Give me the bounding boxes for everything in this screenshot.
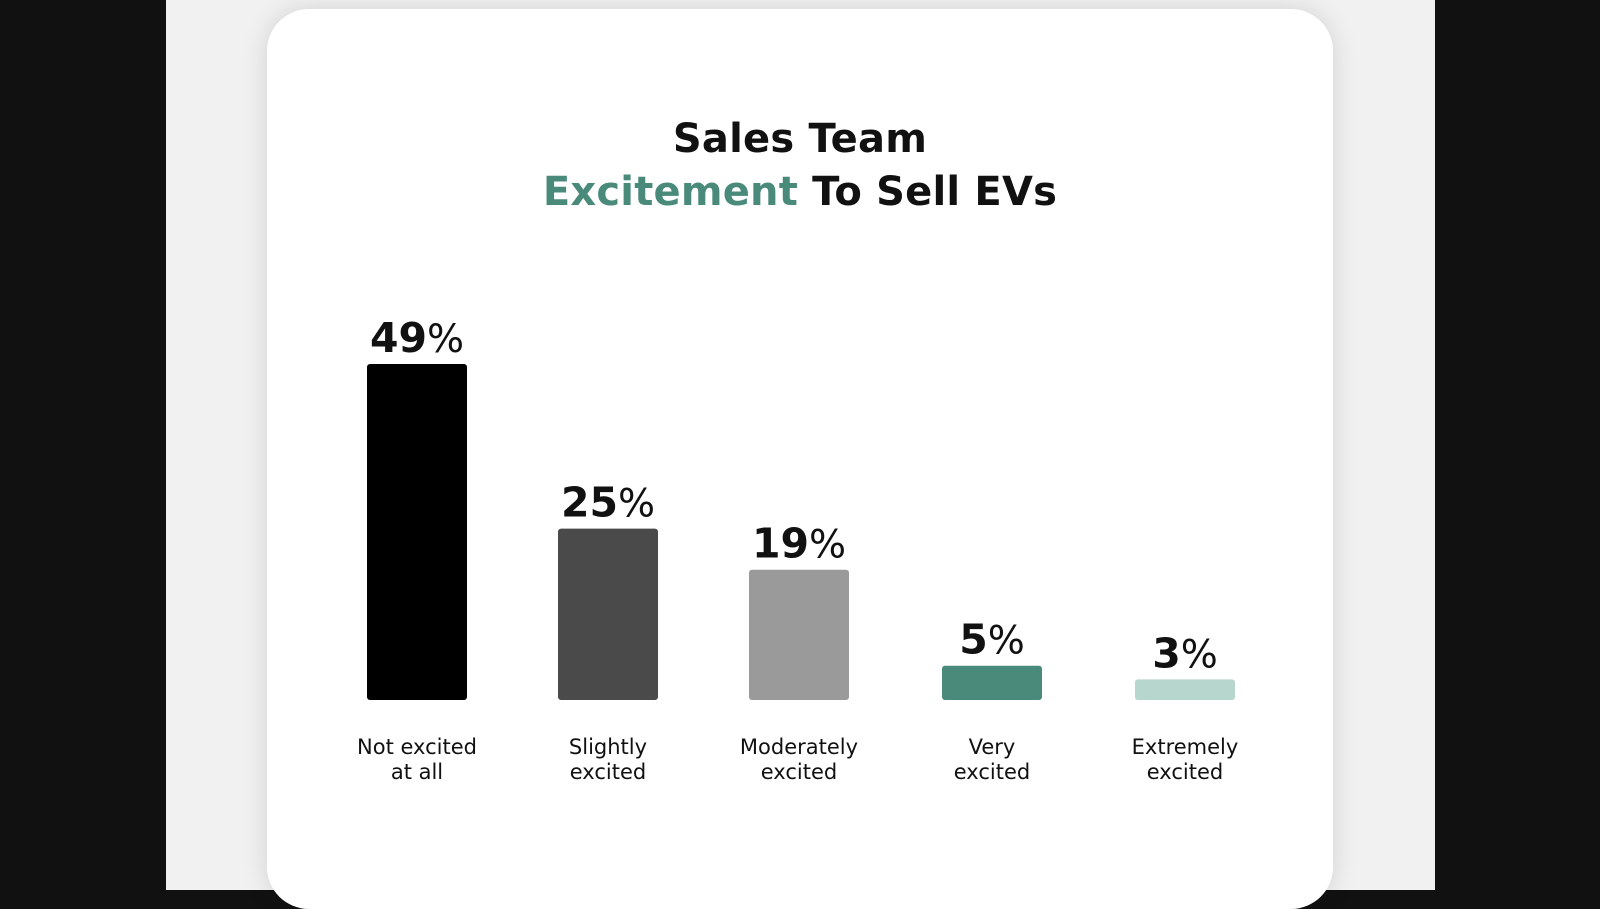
category-label-4: Extremely excited	[1132, 735, 1239, 784]
bar-2	[749, 569, 849, 700]
bar-3	[942, 665, 1042, 700]
chart-card: Sales Team Excitement To Sell EVs 49% Not…	[267, 9, 1333, 909]
bar-0	[367, 364, 467, 700]
title-accent-word: Excitement	[542, 169, 799, 215]
title-line-1: Sales Team	[672, 116, 928, 162]
data-label-0: 49%	[370, 314, 464, 362]
category-label-1: Slightly excited	[569, 735, 647, 784]
title-rest: To Sell EVs	[798, 169, 1058, 215]
category-label-0: Not excited at all	[357, 735, 477, 784]
category-label-2: Moderately excited	[740, 735, 858, 784]
data-label-2: 19%	[752, 520, 846, 568]
chart-title: Sales Team Excitement To Sell EVs	[267, 113, 1333, 219]
data-label-1: 25%	[561, 479, 655, 527]
data-label-3: 5%	[959, 616, 1025, 664]
slide-frame: Sales Team Excitement To Sell EVs 49% Not…	[166, 0, 1435, 909]
bar-4	[1135, 679, 1235, 700]
bar-1	[558, 528, 658, 700]
category-label-3: Very excited	[954, 735, 1030, 784]
title-line-2: Excitement To Sell EVs	[267, 166, 1333, 219]
bar-chart: 49% Not excited at all 25% Slightly excited 19…	[357, 314, 1239, 784]
data-label-4: 3%	[1152, 629, 1218, 677]
